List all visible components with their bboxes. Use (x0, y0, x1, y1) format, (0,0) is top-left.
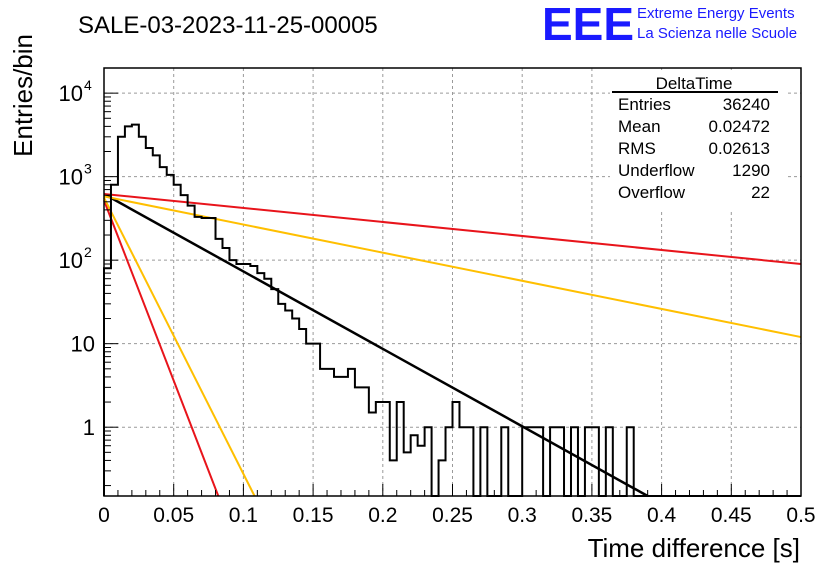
x-tick-label: 0.35 (571, 504, 612, 527)
stats-label: Underflow (618, 161, 695, 180)
fit-lines (103, 192, 802, 498)
stats-value: 36240 (723, 95, 770, 114)
axis-ticks (103, 67, 802, 496)
stats-rows: Entries 36240 Mean 0.02472 RMS 0.02613 Underfl… (618, 95, 770, 202)
y-axis-title: Entries/bin (8, 34, 38, 157)
stats-label: Mean (618, 117, 661, 136)
eee-logo: EEE (542, 0, 634, 50)
fit-line (103, 197, 256, 497)
stats-label: RMS (618, 139, 656, 158)
stats-value: 1290 (732, 161, 770, 180)
stats-value: 0.02613 (709, 139, 770, 158)
x-tick-label: 0.3 (508, 504, 537, 527)
y-tick-label: 1 (83, 415, 95, 440)
y-tick-label: 10 (59, 81, 83, 106)
plot-area: 0 0.05 0.1 0.15 0.2 0.25 0.3 0.35 0.4 0.45 0.5 1 10… (59, 67, 816, 527)
x-tick-label: 0.1 (229, 504, 258, 527)
x-tick-label: 0.15 (293, 504, 334, 527)
x-tick-label: 0.45 (711, 504, 752, 527)
y-tick-exponent: 2 (84, 244, 92, 260)
x-tick-label: 0.2 (368, 504, 397, 527)
y-tick-label: 10 (71, 332, 95, 357)
stats-label: Entries (618, 95, 671, 114)
fit-line (103, 192, 802, 265)
org-name: Extreme Energy Events (637, 5, 795, 22)
y-tick-exponent: 3 (84, 161, 92, 177)
stats-box-background (610, 70, 788, 210)
stats-box: DeltaTime Entries 36240 Mean 0.02472 RMS 0.02… (610, 70, 788, 210)
y-tick-label: 10 (59, 165, 83, 190)
stats-title: DeltaTime (656, 74, 733, 93)
x-tick-label: 0.4 (647, 504, 677, 527)
x-tick-label: 0 (98, 504, 110, 527)
fit-line (103, 192, 649, 498)
x-axis-title: Time difference [s] (588, 533, 800, 563)
x-tick-labels: 0 0.05 0.1 0.15 0.2 0.25 0.3 0.35 0.4 0.45 0.5 (98, 504, 815, 527)
x-tick-label: 0.25 (432, 504, 473, 527)
fit-line (103, 195, 802, 339)
fit-line (103, 200, 220, 497)
x-tick-label: 0.5 (786, 504, 815, 527)
stats-value: 0.02472 (709, 117, 770, 136)
stats-value: 22 (751, 183, 770, 202)
org-subtitle: La Scienza nelle Scuole (637, 25, 797, 42)
run-title: SALE-03-2023-11-25-00005 (78, 12, 378, 39)
y-tick-label: 10 (59, 248, 83, 273)
stats-label: Overflow (618, 183, 686, 202)
y-tick-exponent: 4 (84, 77, 92, 93)
x-tick-label: 0.05 (153, 504, 194, 527)
